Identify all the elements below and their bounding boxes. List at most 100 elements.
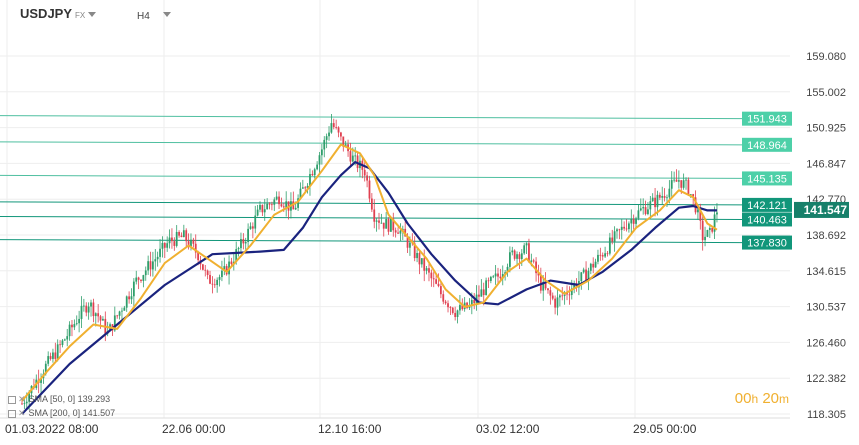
candle <box>420 258 423 268</box>
candle <box>637 204 640 221</box>
sma-50-legend[interactable]: ✕ SMA [50, 0] 139.293 <box>8 394 110 405</box>
candle <box>399 223 402 241</box>
candle <box>613 226 616 252</box>
settings-box-icon[interactable] <box>8 395 16 404</box>
candle <box>185 228 188 249</box>
x-tick-label: 12.10 16:00 <box>318 422 382 436</box>
candle <box>206 269 209 280</box>
candle <box>116 314 119 319</box>
candle <box>675 169 678 182</box>
candle <box>232 252 235 271</box>
candle <box>78 310 81 333</box>
candle <box>701 214 704 251</box>
candle <box>463 297 466 312</box>
remove-x-icon[interactable]: ✕ <box>18 408 26 418</box>
candle <box>628 221 630 233</box>
candle <box>123 305 126 311</box>
symbol-selector[interactable]: USDJPY FX <box>20 6 85 21</box>
candle <box>375 217 378 232</box>
candle <box>494 265 497 285</box>
level-label-text: 142.121 <box>747 200 787 212</box>
current-price-marker: 141.547 <box>794 201 849 218</box>
candle <box>644 200 647 216</box>
candle <box>23 398 26 409</box>
candle <box>518 251 521 269</box>
x-tick-label: 29.05 00:00 <box>633 422 697 436</box>
candle <box>442 290 445 305</box>
symbol-dropdown-chevron-icon[interactable] <box>88 12 96 17</box>
candle <box>342 136 345 152</box>
candle <box>437 273 440 288</box>
candle <box>632 214 635 230</box>
timeframe-selector[interactable]: H4 <box>137 11 150 22</box>
level-line[interactable] <box>0 115 743 120</box>
level-label[interactable]: 151.943 <box>742 111 792 126</box>
candle <box>63 338 66 341</box>
candle <box>254 205 257 234</box>
candle <box>192 237 195 248</box>
y-tick-label: 159.080 <box>806 51 846 63</box>
candle <box>511 246 514 256</box>
candle <box>209 270 211 285</box>
settings-box-icon[interactable] <box>8 409 16 418</box>
candle <box>87 302 90 320</box>
level-line[interactable] <box>0 141 743 146</box>
candle <box>713 206 716 240</box>
candle <box>132 278 135 307</box>
candles <box>21 113 718 410</box>
current-price-bg <box>794 201 849 218</box>
candle <box>578 271 580 296</box>
candle <box>56 339 59 362</box>
candle <box>149 251 152 277</box>
candle <box>90 299 92 317</box>
candle <box>582 267 585 274</box>
candle <box>182 224 185 238</box>
candle <box>21 397 23 405</box>
candle <box>554 295 557 315</box>
candle <box>330 113 333 134</box>
level-label[interactable]: 140.463 <box>742 212 792 227</box>
candle <box>604 246 606 259</box>
candle <box>211 276 214 294</box>
candle <box>413 236 416 262</box>
sma-50-legend-label: SMA [50, 0] 139.293 <box>28 394 111 404</box>
candle <box>547 288 549 294</box>
remove-x-icon[interactable]: ✕ <box>18 394 26 404</box>
candle <box>639 198 642 212</box>
candle <box>670 171 673 199</box>
level-label[interactable]: 137.830 <box>742 235 792 250</box>
candle <box>49 352 52 361</box>
level-label-text: 151.943 <box>747 114 787 126</box>
price-axis: 159.080155.002150.925146.847142.770138.6… <box>806 51 846 421</box>
candle <box>456 309 459 324</box>
candle <box>318 151 321 174</box>
sma-200-line <box>21 161 717 415</box>
candle <box>620 219 623 240</box>
candle <box>368 175 371 203</box>
level-label[interactable]: 148.964 <box>742 137 792 152</box>
candle <box>313 167 316 179</box>
candle <box>273 197 276 211</box>
sma-200-legend[interactable]: ✕ SMA [200, 0] 141.507 <box>8 408 115 419</box>
candle <box>154 249 157 271</box>
candle <box>256 204 259 217</box>
candle <box>85 302 88 317</box>
candle <box>618 228 621 240</box>
candle <box>513 249 516 261</box>
candle <box>366 171 368 188</box>
level-line[interactable] <box>0 215 743 220</box>
level-line[interactable] <box>0 174 743 179</box>
candle <box>704 226 706 247</box>
candle <box>361 156 364 179</box>
candle <box>661 186 664 205</box>
candle <box>561 287 564 301</box>
candle <box>558 294 561 307</box>
timeframe-dropdown-chevron-icon[interactable] <box>163 12 171 17</box>
candle <box>320 144 323 165</box>
candle <box>47 351 50 367</box>
level-label[interactable]: 145.135 <box>742 171 792 186</box>
level-label[interactable]: 142.121 <box>742 197 792 212</box>
level-line[interactable] <box>0 239 743 244</box>
candle <box>673 171 676 183</box>
